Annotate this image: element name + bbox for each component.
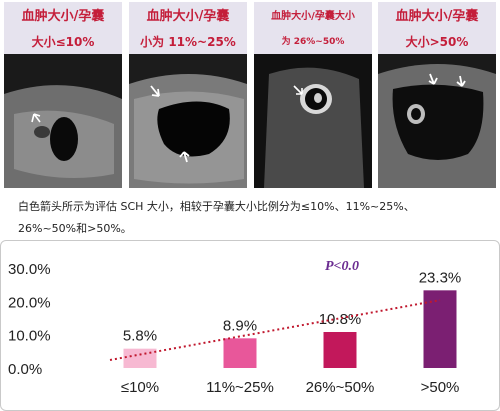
panel-subtitle: 大小≤10% bbox=[31, 35, 95, 49]
x-tick-label: 11%~25% bbox=[206, 379, 274, 396]
panel-le10: 血肿大小/孕囊 大小≤10% bbox=[4, 2, 122, 188]
panel-gt50: 血肿大小/孕囊 大小>50% bbox=[378, 2, 496, 188]
arrow-icon bbox=[428, 73, 438, 85]
y-tick-label: 20.0% bbox=[8, 294, 51, 311]
ultrasound-panels: 血肿大小/孕囊 大小≤10% 血肿大小/孕囊 小为 11%~25% 血肿大小 bbox=[4, 2, 496, 188]
caption-line-1: 白色箭头所示为评估 SCH 大小，相较于孕囊大小比例分为≤10%、11%~25%… bbox=[18, 200, 415, 213]
bar-value-label: 23.3% bbox=[419, 269, 462, 286]
bar bbox=[323, 332, 357, 368]
panel-title: 血肿大小/孕囊 bbox=[395, 9, 479, 24]
arrow-icon bbox=[31, 113, 41, 123]
arrow-icon bbox=[179, 151, 190, 163]
panel-header: 血肿大小/孕囊 小为 11%~25% bbox=[129, 2, 247, 54]
panel-26-50: 血肿大小/孕囊大小 为 26%~50% bbox=[254, 2, 372, 188]
bar bbox=[123, 348, 157, 368]
panel-header: 血肿大小/孕囊 大小>50% bbox=[378, 2, 496, 54]
bar bbox=[223, 338, 257, 368]
caption-line-2: 26%~50%和>50%。 bbox=[18, 222, 132, 235]
panel-subtitle: 小为 11%~25% bbox=[140, 35, 236, 49]
ultrasound-image-2 bbox=[129, 54, 247, 188]
bar-value-label: 10.8% bbox=[319, 311, 362, 328]
y-tick-label: 0.0% bbox=[8, 361, 42, 378]
y-tick-label: 10.0% bbox=[8, 328, 51, 345]
panel-header: 血肿大小/孕囊 大小≤10% bbox=[4, 2, 122, 54]
x-tick-label: 26%~50% bbox=[306, 379, 375, 396]
ultrasound-image-3 bbox=[254, 54, 372, 188]
panel-title: 血肿大小/孕囊 bbox=[146, 9, 230, 24]
bar bbox=[423, 290, 457, 368]
panel-11-25: 血肿大小/孕囊 小为 11%~25% bbox=[129, 2, 247, 188]
ultrasound-image-4 bbox=[378, 54, 496, 188]
bar-value-label: 8.9% bbox=[223, 317, 257, 334]
arrow-icon bbox=[150, 85, 160, 97]
panel-title: 血肿大小/孕囊大小 bbox=[271, 11, 355, 22]
panel-subtitle: 大小>50% bbox=[405, 35, 469, 49]
x-tick-label: ≤10% bbox=[121, 379, 159, 396]
bar-chart: 0.0% 10.0% 20.0% 30.0% 5.8% ≤10% 8.9% 11%~25% 10… bbox=[8, 259, 462, 396]
panel-subtitle: 为 26%~50% bbox=[281, 37, 345, 47]
ultrasound-image-1 bbox=[4, 54, 122, 188]
panel-header: 血肿大小/孕囊大小 为 26%~50% bbox=[254, 2, 372, 54]
figure-caption: 白色箭头所示为评估 SCH 大小，相较于孕囊大小比例分为≤10%、11%~25%… bbox=[18, 196, 488, 240]
y-tick-label: 30.0% bbox=[8, 261, 51, 278]
panel-title: 血肿大小/孕囊 bbox=[21, 9, 105, 24]
arrow-icon bbox=[293, 85, 303, 95]
arrow-icon bbox=[456, 75, 466, 87]
trend-line bbox=[109, 299, 441, 361]
p-value-annotation: P<0.0 bbox=[325, 259, 359, 274]
bar-value-label: 5.8% bbox=[123, 328, 157, 345]
x-tick-label: >50% bbox=[421, 379, 460, 396]
